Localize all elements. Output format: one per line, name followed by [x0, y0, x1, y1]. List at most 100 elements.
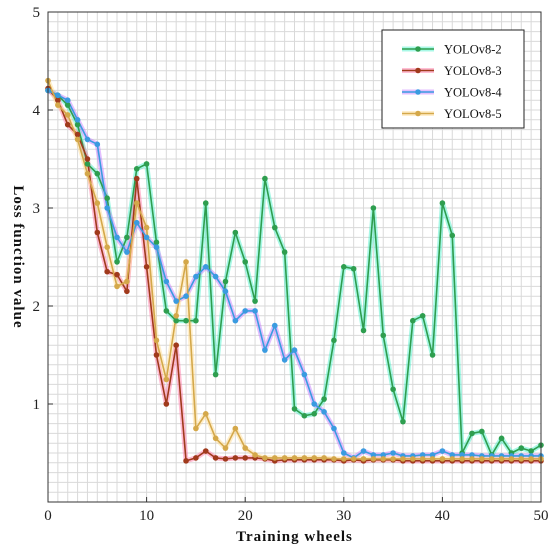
data-point: [183, 458, 189, 464]
axis-ticks: 0 10 20 30 40 50 1 2 3 4 5: [33, 5, 549, 524]
data-point: [133, 219, 140, 226]
data-point: [350, 265, 357, 272]
data-point: [459, 452, 465, 458]
data-point: [518, 445, 525, 451]
data-point: [271, 322, 278, 329]
data-point: [84, 161, 91, 167]
data-point: [114, 234, 120, 241]
data-point: [104, 268, 110, 275]
data-point: [341, 450, 347, 456]
data-point: [380, 332, 387, 339]
data-point: [222, 278, 229, 285]
data-point: [271, 224, 278, 231]
data-point: [400, 418, 406, 425]
data-point: [153, 244, 160, 250]
data-point: [124, 234, 130, 241]
data-point: [528, 456, 534, 462]
data-point: [350, 456, 357, 462]
data-point: [439, 456, 446, 462]
data-point: [124, 249, 130, 255]
data-point: [469, 456, 475, 462]
data-point: [439, 200, 446, 206]
data-point: [301, 455, 308, 461]
data-point: [84, 156, 91, 162]
legend-label: YOLOv8-4: [444, 86, 502, 100]
data-point: [390, 386, 396, 393]
data-point: [143, 161, 150, 167]
data-point: [64, 97, 71, 103]
legend: YOLOv8-2 YOLOv8-3 YOLOv8-4 YOLOv8-5: [381, 29, 525, 129]
data-point: [281, 455, 288, 461]
x-tick-label: 30: [336, 508, 351, 524]
data-point: [311, 401, 318, 407]
data-point: [518, 456, 525, 462]
data-point: [232, 317, 239, 324]
data-point: [498, 435, 505, 442]
data-point: [271, 455, 278, 461]
legend-box: [381, 29, 525, 129]
data-point: [55, 97, 61, 103]
legend-label: YOLOv8-2: [444, 43, 502, 57]
data-point: [262, 455, 268, 461]
data-point: [439, 448, 446, 454]
data-point: [242, 259, 248, 265]
data-point: [143, 264, 150, 270]
data-point: [469, 452, 475, 458]
data-point: [429, 452, 436, 458]
data-point: [469, 430, 475, 437]
data-point: [262, 347, 268, 353]
legend-label: YOLOv8-3: [444, 64, 502, 78]
data-point: [419, 313, 426, 319]
legend-swatch-marker: [415, 89, 421, 95]
data-point: [163, 278, 170, 285]
data-point: [311, 455, 318, 461]
data-point: [488, 456, 495, 462]
plot-frame: [47, 11, 542, 503]
data-point: [242, 308, 248, 314]
data-point: [311, 411, 318, 417]
data-point: [252, 452, 258, 458]
x-tick-label: 0: [44, 508, 52, 524]
data-point: [341, 264, 347, 270]
data-point: [94, 170, 101, 177]
legend-swatch-marker: [415, 110, 421, 117]
data-point: [153, 352, 160, 358]
x-tick-label: 20: [238, 508, 253, 524]
data-point: [341, 456, 347, 462]
data-point: [183, 259, 189, 265]
data-point: [301, 412, 308, 419]
data-point: [410, 317, 416, 324]
data-point: [212, 455, 219, 461]
data-point: [360, 456, 367, 462]
data-point: [104, 195, 110, 201]
data-point: [133, 175, 140, 182]
data-point: [321, 455, 327, 461]
data-point: [331, 456, 337, 462]
data-point: [498, 456, 505, 462]
data-point: [370, 452, 377, 458]
data-point: [331, 337, 337, 344]
data-point: [212, 435, 219, 442]
data-point: [114, 283, 120, 290]
data-point: [479, 428, 485, 435]
data-point: [242, 455, 248, 461]
data-point: [74, 136, 81, 143]
data-point: [400, 456, 406, 462]
data-point: [55, 92, 61, 99]
data-point: [222, 288, 229, 295]
data-point: [193, 317, 199, 324]
data-point: [183, 293, 189, 300]
data-point: [104, 205, 110, 211]
data-point: [202, 264, 209, 270]
data-point: [94, 200, 101, 206]
data-point: [449, 232, 456, 239]
data-point: [291, 406, 298, 412]
data-point: [84, 170, 91, 177]
data-point: [321, 396, 327, 402]
data-point: [321, 409, 327, 415]
data-point: [124, 288, 130, 295]
y-tick-label: 1: [33, 397, 41, 413]
data-point: [419, 452, 426, 458]
data-point: [133, 200, 140, 206]
data-point: [252, 308, 258, 314]
